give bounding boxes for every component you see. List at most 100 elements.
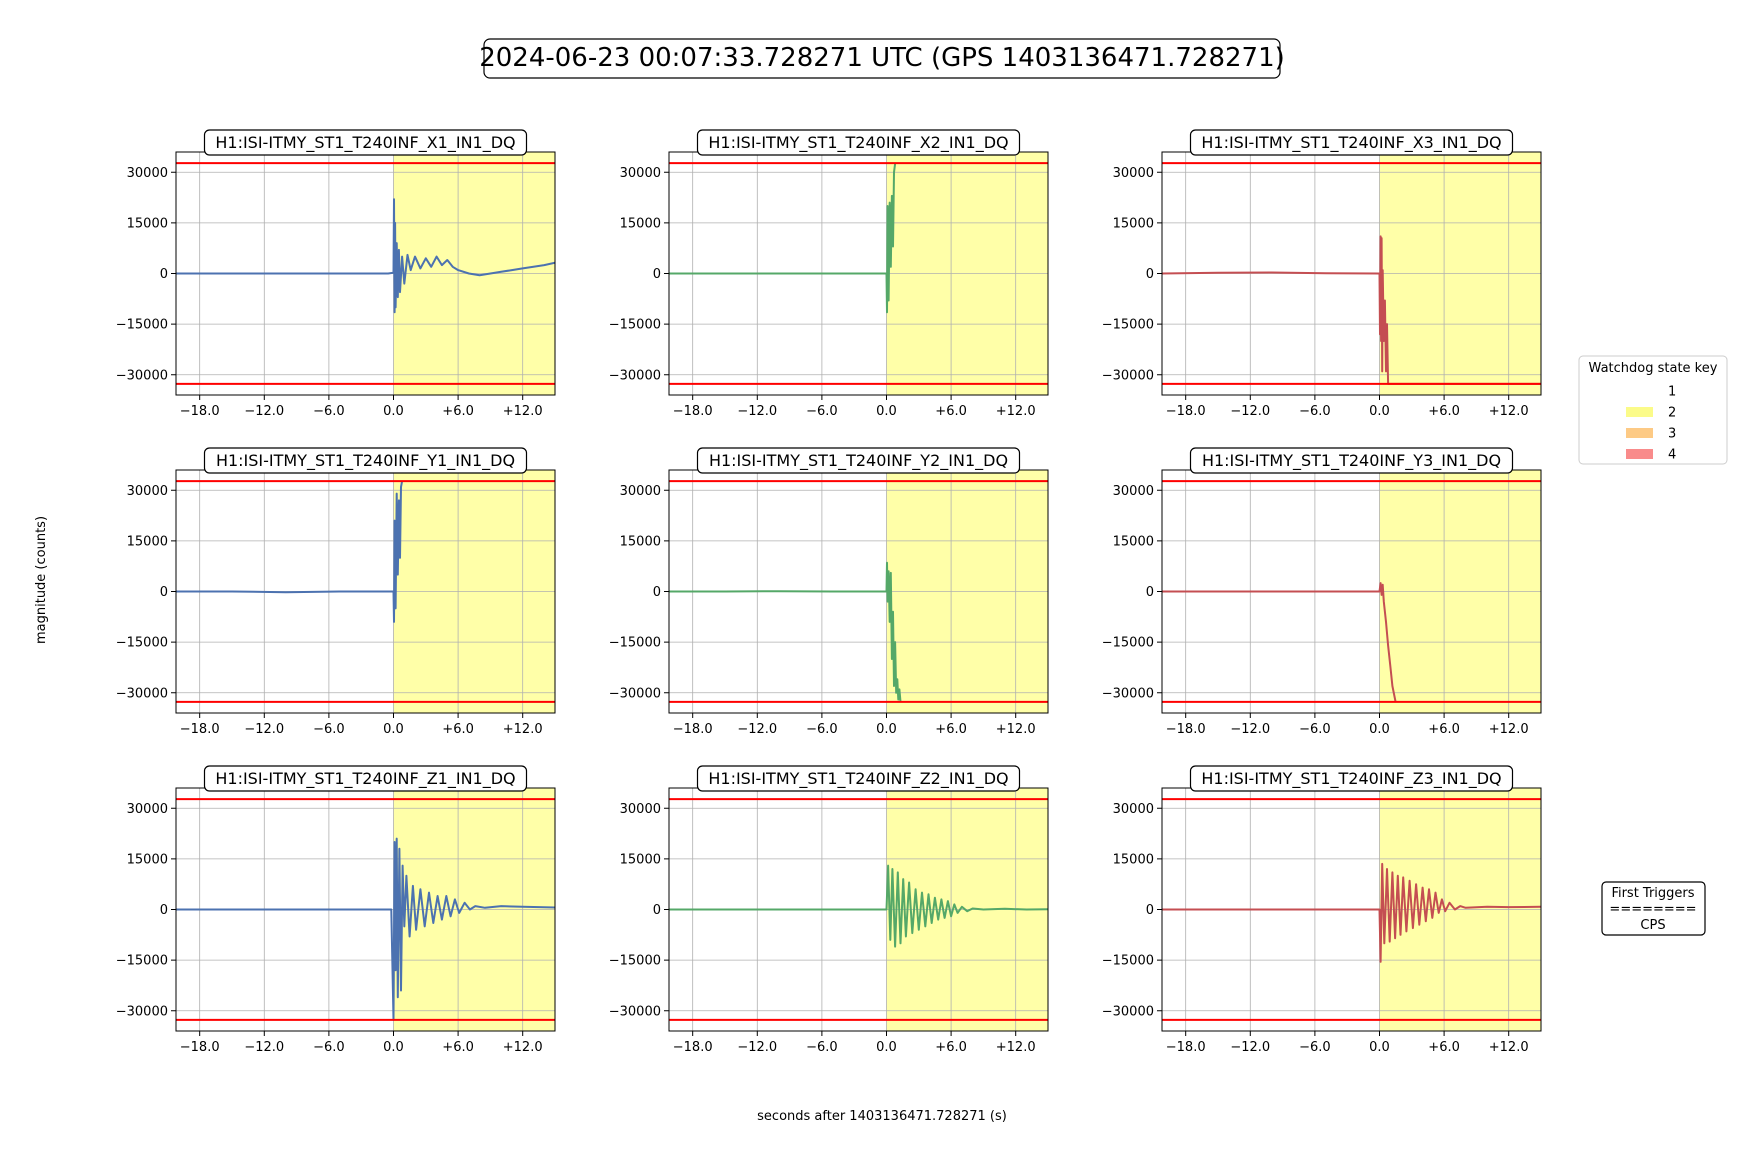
- y-tick-label: 0: [653, 585, 661, 600]
- x-tick-label: +6.0: [1428, 404, 1460, 419]
- subplot: −18.0 −12.0 −6.0 0.0 +6.0 +12.0 30000 15000 0 −15…: [116, 765, 556, 1055]
- y-tick-label: 30000: [620, 484, 661, 499]
- y-tick-label: −15000: [609, 636, 661, 651]
- signal-series-line: [1162, 862, 1541, 963]
- subplot-title-box: [1189, 129, 1514, 156]
- y-tick-label: 30000: [127, 484, 168, 499]
- y-tick-label: −15000: [116, 318, 168, 333]
- x-tick-label: +6.0: [935, 722, 967, 737]
- y-tick-label: 30000: [1113, 166, 1154, 181]
- subplot-title-box: [1189, 765, 1514, 792]
- legend-item-label: 2: [1668, 406, 1676, 421]
- x-tick-label: −6.0: [806, 722, 838, 737]
- y-tick-label: −30000: [1102, 1004, 1154, 1019]
- first-triggers-rule: ========: [1609, 902, 1696, 917]
- y-tick-label: 30000: [620, 802, 661, 817]
- y-tick-label: 30000: [127, 802, 168, 817]
- y-tick-label: 30000: [620, 166, 661, 181]
- first-triggers-value: CPS: [1640, 918, 1665, 933]
- x-tick-label: 0.0: [876, 722, 897, 737]
- x-tick-label: −18.0: [673, 722, 713, 737]
- subplot: −18.0 −12.0 −6.0 0.0 +6.0 +12.0 30000 15000 0 −15…: [609, 765, 1049, 1055]
- x-tick-label: 0.0: [1369, 404, 1390, 419]
- signal-series-line: [176, 837, 555, 1021]
- x-tick-label: −18.0: [180, 722, 220, 737]
- signal-series-line: [669, 864, 1048, 948]
- subplot-title: H1:ISI-ITMY_ST1_T240INF_X1_IN1_DQ: [215, 133, 515, 153]
- x-tick-label: +6.0: [1428, 722, 1460, 737]
- y-tick-label: 15000: [620, 216, 661, 231]
- x-tick-label: −12.0: [1230, 722, 1270, 737]
- x-tick-label: −12.0: [737, 722, 777, 737]
- x-tick-label: +6.0: [442, 722, 474, 737]
- subplot-grid: −18.0 −12.0 −6.0 0.0 +6.0 +12.0 30000 15000 0 −15…: [116, 129, 1542, 1055]
- y-tick-label: 15000: [620, 852, 661, 867]
- subplot-title-box: [203, 129, 528, 156]
- x-tick-label: +6.0: [1428, 1040, 1460, 1055]
- subplot-title-box: [696, 129, 1021, 156]
- x-tick-label: +6.0: [442, 1040, 474, 1055]
- x-tick-label: −12.0: [1230, 1040, 1270, 1055]
- subplot-title: H1:ISI-ITMY_ST1_T240INF_Z2_IN1_DQ: [708, 769, 1008, 789]
- y-tick-label: 30000: [1113, 484, 1154, 499]
- legend-item-label: 1: [1668, 385, 1676, 400]
- watchdog-legend: Watchdog state key 1 2 3 4: [1578, 355, 1728, 465]
- x-tick-label: −12.0: [244, 404, 284, 419]
- subplot-title-box: [1189, 447, 1514, 474]
- figure-title: 2024-06-23 00:07:33.728271 UTC (GPS 1403…: [479, 43, 1285, 73]
- y-tick-label: 0: [1146, 267, 1154, 282]
- signal-series-line: [176, 480, 404, 623]
- signal-series-line: [176, 198, 555, 314]
- legend-item-label: 3: [1668, 427, 1676, 442]
- y-tick-label: −15000: [609, 318, 661, 333]
- y-tick-label: 0: [160, 267, 168, 282]
- y-tick-label: 0: [653, 903, 661, 918]
- x-tick-label: −18.0: [180, 404, 220, 419]
- x-tick-label: −6.0: [1299, 404, 1331, 419]
- x-tick-label: 0.0: [383, 1040, 404, 1055]
- x-tick-label: −18.0: [180, 1040, 220, 1055]
- x-tick-label: +12.0: [996, 404, 1036, 419]
- y-tick-label: 0: [160, 585, 168, 600]
- x-tick-label: +12.0: [1489, 1040, 1529, 1055]
- legend-swatch: [1626, 386, 1653, 396]
- x-tick-label: +6.0: [442, 404, 474, 419]
- y-tick-label: 15000: [127, 534, 168, 549]
- y-tick-label: 15000: [1113, 216, 1154, 231]
- y-tick-label: 0: [1146, 585, 1154, 600]
- y-tick-label: 15000: [127, 852, 168, 867]
- y-tick-label: 15000: [1113, 534, 1154, 549]
- y-tick-label: 30000: [1113, 802, 1154, 817]
- legend-title: Watchdog state key: [1589, 361, 1718, 376]
- x-tick-label: +12.0: [996, 722, 1036, 737]
- subplot-title: H1:ISI-ITMY_ST1_T240INF_Y3_IN1_DQ: [1202, 451, 1501, 471]
- subplot-title: H1:ISI-ITMY_ST1_T240INF_Z1_IN1_DQ: [215, 769, 515, 789]
- x-tick-label: −12.0: [737, 404, 777, 419]
- subplot: −18.0 −12.0 −6.0 0.0 +6.0 +12.0 30000 15000 0 −15…: [1102, 765, 1542, 1055]
- x-tick-label: +6.0: [935, 1040, 967, 1055]
- subplot-title-box: [696, 447, 1021, 474]
- x-tick-label: +12.0: [503, 722, 543, 737]
- y-tick-label: −15000: [1102, 954, 1154, 969]
- subplot-title: H1:ISI-ITMY_ST1_T240INF_Y1_IN1_DQ: [216, 451, 515, 471]
- y-tick-label: −30000: [609, 686, 661, 701]
- legend-items: 1 2 3 4: [1626, 385, 1676, 463]
- x-tick-label: −18.0: [673, 404, 713, 419]
- y-axis-label: magnitude (counts): [34, 516, 49, 644]
- subplot-title: H1:ISI-ITMY_ST1_T240INF_X2_IN1_DQ: [708, 133, 1008, 153]
- x-tick-label: +12.0: [503, 404, 543, 419]
- y-tick-label: −15000: [609, 954, 661, 969]
- subplot: −18.0 −12.0 −6.0 0.0 +6.0 +12.0 30000 15000 0 −15…: [1102, 447, 1542, 737]
- subplot: −18.0 −12.0 −6.0 0.0 +6.0 +12.0 30000 15000 0 −15…: [116, 129, 556, 419]
- y-tick-label: −30000: [609, 368, 661, 383]
- x-tick-label: 0.0: [383, 722, 404, 737]
- subplot-title-box: [696, 765, 1021, 792]
- x-tick-label: −18.0: [1166, 1040, 1206, 1055]
- y-tick-label: 15000: [1113, 852, 1154, 867]
- x-tick-label: −6.0: [313, 722, 345, 737]
- first-triggers-box: First Triggers ======== CPS: [1601, 881, 1706, 936]
- x-tick-label: −6.0: [806, 404, 838, 419]
- figure-title-box: 2024-06-23 00:07:33.728271 UTC (GPS 1403…: [479, 38, 1285, 79]
- legend-swatch: [1626, 449, 1653, 459]
